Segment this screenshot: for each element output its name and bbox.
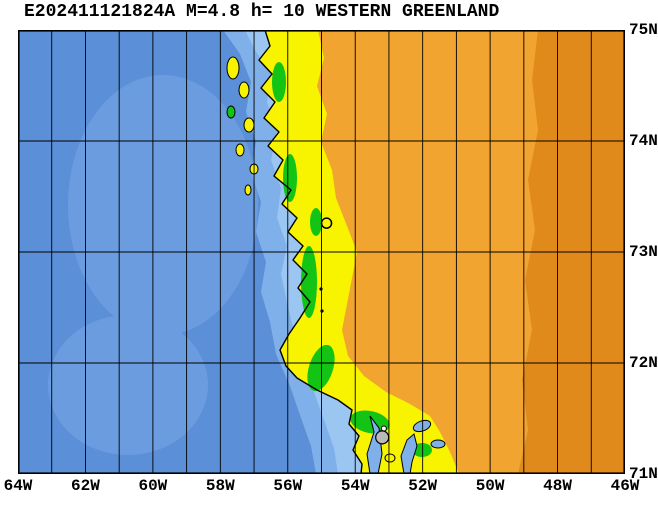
coastline	[258, 30, 363, 474]
fjord-inlet	[412, 419, 432, 433]
fjord-inlet	[430, 439, 446, 449]
lon-tick-label: 60W	[138, 477, 168, 495]
green-patch	[307, 344, 335, 392]
lon-tick-label: 48W	[543, 477, 572, 495]
lon-tick-label: 64W	[3, 477, 33, 495]
lat-tick-label: 71N	[629, 465, 658, 483]
bathymetry-patch	[48, 315, 208, 455]
lon-tick-label: 58W	[205, 477, 235, 495]
tiny-ring-marker	[380, 425, 387, 432]
fjord-island	[384, 453, 396, 463]
green-patch	[310, 208, 322, 236]
fjord-inlet	[366, 415, 383, 474]
event-markers	[320, 217, 390, 445]
coastal-dot	[319, 287, 323, 291]
graticule-grid	[18, 30, 625, 474]
lat-tick-label: 75N	[629, 21, 658, 39]
offshore-islands	[226, 56, 259, 196]
fjords	[366, 415, 446, 474]
island	[243, 117, 255, 133]
map-canvas	[18, 30, 625, 474]
green-patch	[272, 62, 286, 102]
coastal-dot	[320, 309, 324, 313]
map-frame	[18, 30, 625, 474]
island	[238, 81, 250, 99]
lon-tick-label: 52W	[408, 477, 438, 495]
lat-tick-label: 74N	[629, 132, 658, 150]
island	[244, 184, 252, 196]
island	[226, 105, 236, 119]
green-patch	[350, 410, 390, 434]
lat-tick-label: 73N	[629, 243, 658, 261]
lon-tick-label: 56W	[273, 477, 303, 495]
island	[226, 56, 240, 80]
figure-title: E202411121824A M=4.8 h= 10 WESTERN GREEN…	[24, 2, 500, 22]
green-patch	[283, 154, 297, 202]
green-patch	[301, 246, 317, 318]
epicenter-marker	[320, 217, 333, 229]
lon-tick-label: 46W	[610, 477, 640, 495]
lat-tick-label: 72N	[629, 354, 658, 372]
lon-tick-label: 50W	[475, 477, 505, 495]
lon-tick-label: 62W	[71, 477, 100, 495]
lon-tick-label: 54W	[340, 477, 370, 495]
island	[235, 143, 245, 157]
fjord-inlet	[400, 433, 418, 474]
centroid-beachball-marker	[375, 430, 390, 445]
bathymetry-patch	[68, 75, 258, 335]
green-patches	[272, 62, 432, 457]
